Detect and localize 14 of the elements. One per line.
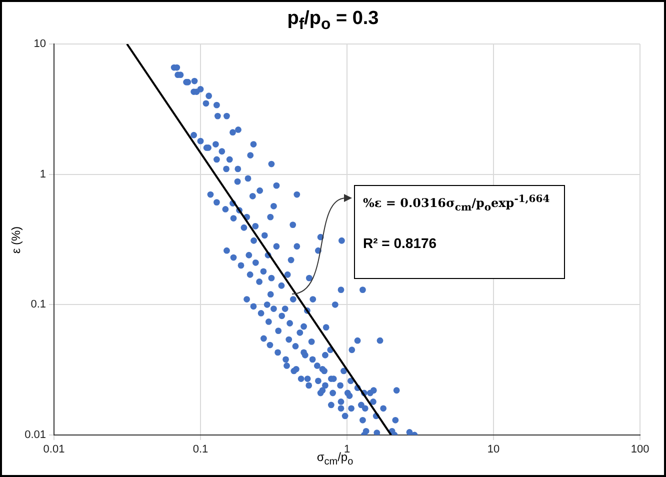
x-tick-label: 10 (487, 444, 500, 456)
annotation: R² = 0.8176 (363, 235, 438, 252)
x-tick-label: 100 (630, 444, 650, 456)
x-tick-label: 1 (344, 444, 350, 456)
y-tick-label: 10 (34, 38, 46, 50)
x-tick-label: 0.1 (192, 444, 208, 456)
text-box: %ε = 0.0316σ$_{cm}$/p$_{o}$exp$^{-1,664}$ R² = 0.8176 (354, 185, 565, 279)
y-tick-label: 0.01 (24, 429, 46, 442)
x-tick-label: 0.01 (43, 444, 65, 456)
chart-title: p$_{f}$/p$_{o}$ = 0.3 (286, 8, 380, 34)
annotation: %ε = 0.0316σ$_{cm}$/p$_{o}$exp$^{-1,664}$ (363, 194, 551, 214)
y-tick-label: 1 (40, 168, 46, 180)
y-tick-label: 0.1 (30, 298, 46, 311)
y-axis-title: ε (%) (9, 226, 23, 254)
